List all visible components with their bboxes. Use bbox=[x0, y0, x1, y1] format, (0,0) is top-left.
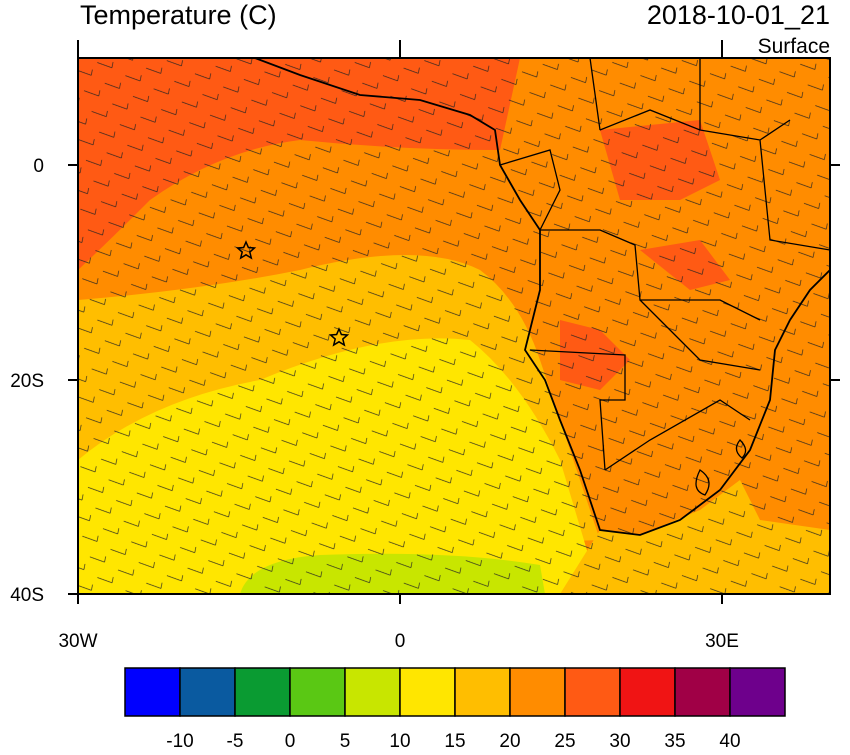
colorbar-box bbox=[234, 667, 291, 717]
colorbar-label: 15 bbox=[444, 731, 465, 750]
colorbar-label: 20 bbox=[499, 731, 520, 750]
colorbar-label: 40 bbox=[719, 731, 740, 750]
lat-label: 40S bbox=[10, 585, 44, 606]
colorbar-box bbox=[289, 667, 346, 717]
colorbar-box bbox=[619, 667, 676, 717]
colorbar-box bbox=[729, 667, 786, 717]
colorbar-label: 5 bbox=[340, 731, 351, 750]
colorbar-label: 30 bbox=[609, 731, 630, 750]
time: 2018-10-01_21 bbox=[647, 0, 830, 30]
lon-label: 30W bbox=[58, 631, 97, 652]
colorbar-box bbox=[674, 667, 731, 717]
colorbar-box bbox=[179, 667, 236, 717]
colorbar-label: 0 bbox=[285, 731, 296, 750]
temperature-field bbox=[78, 58, 830, 594]
colorbar-label: 10 bbox=[389, 731, 410, 750]
colorbar-box bbox=[454, 667, 511, 717]
lon-label: 30E bbox=[705, 631, 739, 652]
colorbar-box bbox=[399, 667, 456, 717]
colorbar-box bbox=[124, 667, 181, 717]
colorbar-label: -5 bbox=[227, 731, 244, 750]
map-frame bbox=[77, 57, 831, 595]
colorbar-box bbox=[509, 667, 566, 717]
axis-ticks bbox=[68, 40, 840, 604]
level: Surface bbox=[758, 35, 830, 58]
lat-label: 20S bbox=[10, 371, 44, 392]
lat-label: 0 bbox=[33, 156, 44, 177]
colorbar-box bbox=[344, 667, 401, 717]
colorbar-label: 35 bbox=[664, 731, 685, 750]
colorbar-label: 25 bbox=[554, 731, 575, 750]
title: Temperature (C) bbox=[80, 0, 277, 30]
colorbar-box bbox=[564, 667, 621, 717]
lon-label: 0 bbox=[395, 631, 406, 652]
colorbar-label: -10 bbox=[166, 731, 193, 750]
